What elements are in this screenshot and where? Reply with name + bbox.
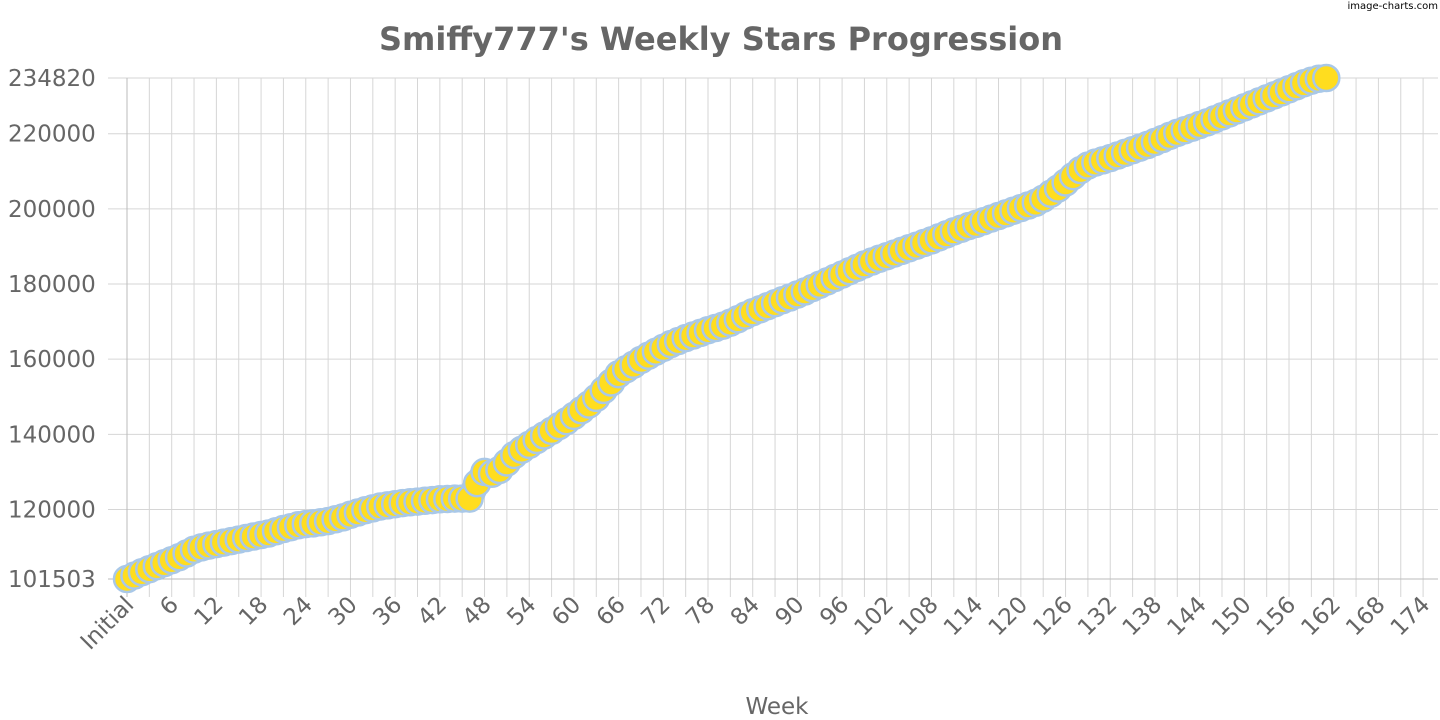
x-tick-label: 30	[324, 592, 363, 631]
axes	[108, 78, 1438, 597]
x-tick-label: 126	[1028, 592, 1077, 641]
x-tick-label: 102	[850, 592, 899, 641]
y-tick-label: 160000	[8, 347, 96, 373]
x-tick-label: 60	[547, 592, 586, 631]
x-tick-label: 54	[502, 592, 541, 631]
x-tick-label: 42	[413, 592, 452, 631]
x-tick-label: 150	[1207, 592, 1256, 641]
series-stars	[112, 63, 1341, 594]
x-tick-label: 120	[984, 592, 1033, 641]
x-tick-label: 138	[1118, 592, 1167, 641]
x-tick-label: 18	[234, 592, 273, 631]
x-tick-label: Initial	[76, 592, 139, 655]
x-tick-label: 114	[939, 592, 988, 641]
data-point	[1312, 63, 1341, 93]
x-axis-label: Week	[745, 694, 809, 720]
x-tick-label: 108	[894, 592, 943, 641]
y-tick-label: 101503	[8, 567, 96, 593]
watermark: image-charts.com	[1348, 1, 1439, 12]
x-tick-label: 24	[279, 592, 318, 631]
y-tick-label: 220000	[8, 122, 96, 148]
x-tick-label: 66	[592, 592, 631, 631]
y-axis-ticks: 101503 120000 140000 160000 180000 200000 2200…	[8, 66, 96, 593]
y-tick-label: 120000	[8, 497, 96, 523]
x-tick-label: 84	[726, 592, 765, 631]
x-tick-label: 96	[815, 592, 854, 631]
chart-title: Smiffy777's Weekly Stars Progression	[379, 20, 1063, 58]
x-tick-label: 6	[155, 592, 184, 621]
x-tick-label: 132	[1073, 592, 1122, 641]
x-tick-label: 12	[190, 592, 229, 631]
x-tick-label: 78	[681, 592, 720, 631]
x-tick-label: 72	[636, 592, 675, 631]
x-axis-ticks: Initial 6 12 18 24 30 36 42 48 54 60 66 72 78 84 90 9610…	[76, 592, 1435, 655]
x-tick-label: 90	[771, 592, 810, 631]
x-tick-label: 48	[458, 592, 497, 631]
y-tick-label: 234820	[8, 66, 96, 92]
y-tick-label: 200000	[8, 197, 96, 223]
x-tick-label: 168	[1341, 592, 1390, 641]
x-tick-label: 162	[1297, 592, 1346, 641]
x-tick-label: 156	[1252, 592, 1301, 641]
y-tick-label: 140000	[8, 422, 96, 448]
x-tick-label: 144	[1162, 592, 1211, 641]
x-tick-label: 36	[368, 592, 407, 631]
y-tick-label: 180000	[8, 272, 96, 298]
x-tick-label: 174	[1386, 592, 1435, 641]
